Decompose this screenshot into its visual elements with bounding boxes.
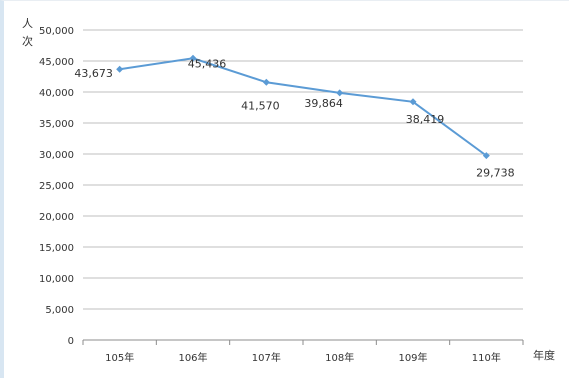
data-label: 45,436 — [188, 57, 227, 70]
x-tick-label: 109年 — [398, 351, 427, 364]
y-tick-label: 40,000 — [39, 88, 74, 99]
x-tick-label: 110年 — [472, 351, 501, 364]
data-label: 39,864 — [304, 97, 343, 110]
y-tick-label: 45,000 — [39, 57, 74, 68]
y-axis-label-bottom: 次 — [22, 34, 33, 48]
x-tick-label: 106年 — [178, 351, 207, 364]
x-tick-label: 107年 — [252, 351, 281, 364]
data-point — [482, 152, 490, 160]
x-tick-label: 108年 — [325, 351, 354, 364]
data-point — [189, 54, 197, 62]
y-tick-label: 30,000 — [39, 150, 74, 161]
data-label: 38,419 — [406, 113, 445, 126]
y-tick-label: 20,000 — [39, 212, 74, 223]
x-tick-label: 105年 — [105, 351, 134, 364]
y-tick-label: 50,000 — [39, 26, 74, 37]
y-tick-label: 35,000 — [39, 119, 74, 130]
data-point — [409, 98, 417, 106]
y-tick-label: 15,000 — [39, 243, 74, 254]
y-tick-label: 25,000 — [39, 181, 74, 192]
data-label: 43,673 — [74, 67, 113, 80]
series-line — [119, 57, 487, 157]
data-point — [262, 78, 270, 86]
data-point — [336, 89, 344, 97]
y-tick-label: 0 — [68, 336, 74, 347]
y-tick-label: 10,000 — [39, 274, 74, 285]
y-axis-label-top: 人 — [22, 17, 33, 30]
data-label: 41,570 — [241, 99, 280, 112]
y-tick-label: 5,000 — [45, 305, 74, 316]
x-axis-label: 年度 — [533, 348, 555, 362]
data-label: 29,738 — [476, 167, 515, 180]
data-point — [116, 65, 124, 73]
